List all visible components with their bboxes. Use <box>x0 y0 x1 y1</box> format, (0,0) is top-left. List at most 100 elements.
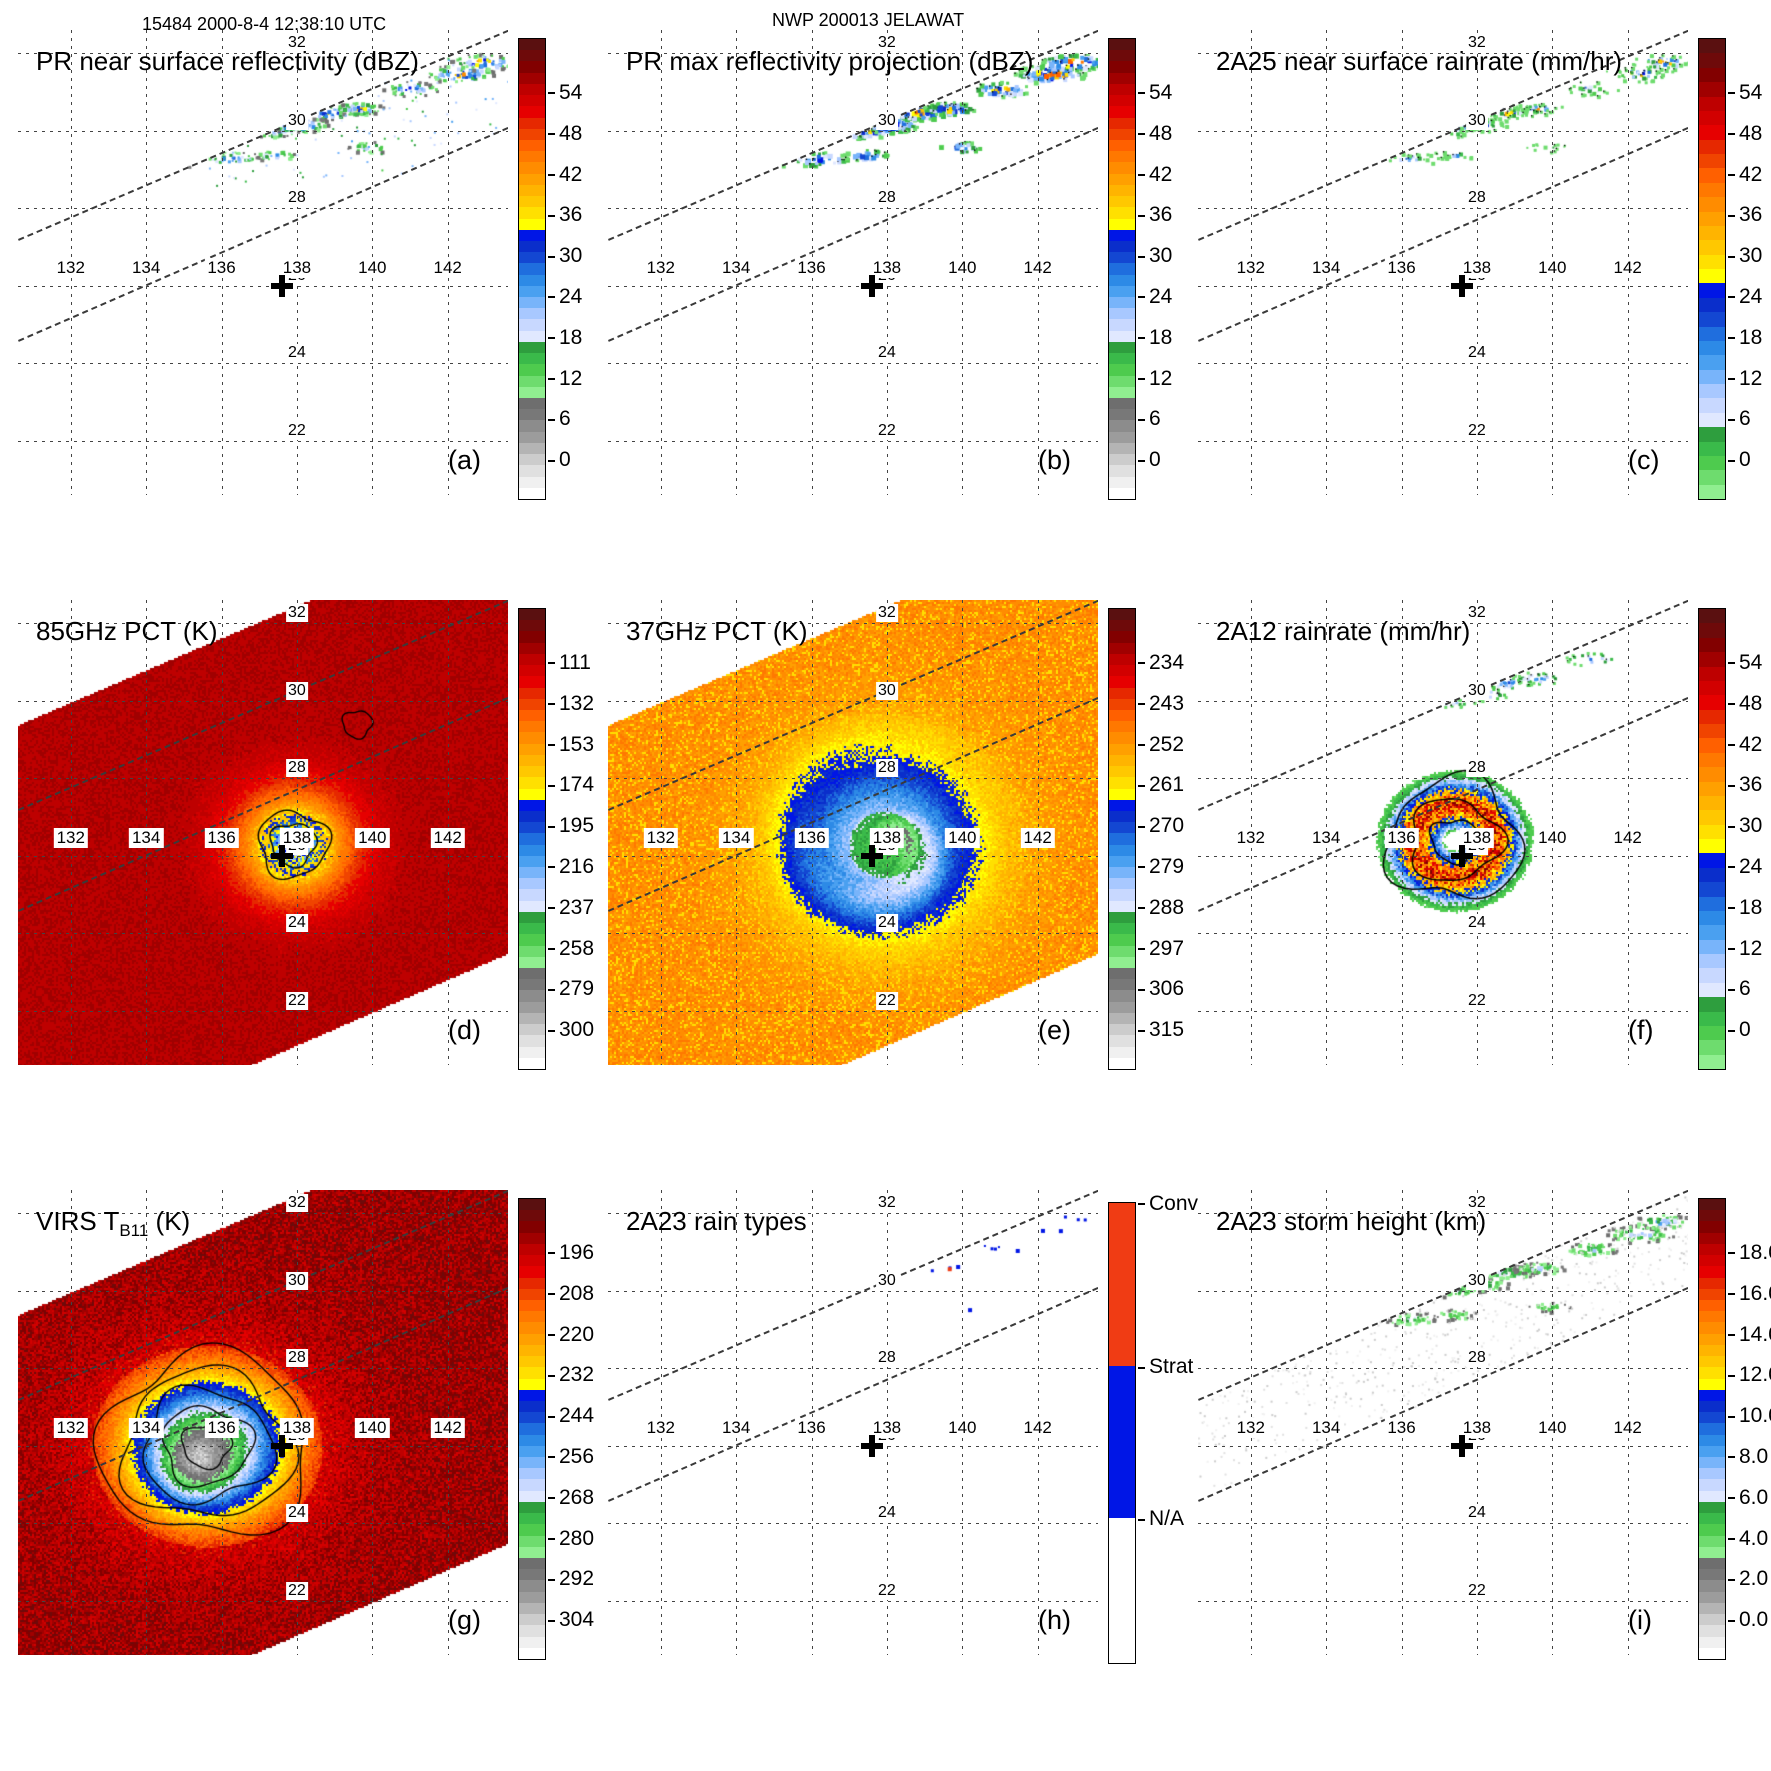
colorbar-tick-f-3: 36 <box>1728 773 1762 797</box>
colorbar-segment-10-e <box>1109 945 1135 957</box>
colorbar-segment-31-d <box>519 709 545 722</box>
colorbar-segment-26-d <box>519 766 545 778</box>
colorbar-segment-18-b <box>1109 285 1135 298</box>
map-a: 323028262422132134136138140142 <box>18 30 508 495</box>
colorbar-segment-29-f <box>1699 637 1725 653</box>
colorbar-segment-5-b <box>1109 431 1135 443</box>
colorbar-tick-e-4: 270 <box>1138 814 1184 838</box>
colorbar-segment-18-f <box>1699 795 1725 811</box>
colorbar-segment-14-a <box>519 330 545 342</box>
colorbar-segment-10-d <box>519 945 545 957</box>
colorbar-tick-i-3: 12.0 <box>1728 1363 1771 1387</box>
colorbar-segment-1-g <box>519 1636 545 1648</box>
panel-b: 323028262422132134136138140142PR max ref… <box>608 30 1298 500</box>
map-i: 323028262422132134136138140142 <box>1198 1190 1688 1655</box>
colorbar-segment-30-i <box>1699 1311 1725 1323</box>
colorbar-tick-d-6: 237 <box>548 896 594 920</box>
colorbar-segment-35-d <box>519 665 545 677</box>
figure-header-left: 15484 2000-8-4 12:38:10 UTC <box>142 14 387 34</box>
lon-tick-138-a: 138 <box>279 257 315 278</box>
colorbar-segment-7-e <box>1109 979 1135 991</box>
lon-tick-140-g: 140 <box>355 1417 390 1438</box>
colorbar-segment-40-i <box>1699 1199 1725 1211</box>
colorbar-segment-30-c <box>1699 53 1725 68</box>
lat-tick-24-h: 24 <box>876 1504 898 1523</box>
colorbar-segment-0-c <box>1699 484 1725 499</box>
panel-label-e: (e) <box>1038 1015 1071 1045</box>
panel-label-h: (h) <box>1038 1605 1071 1635</box>
colorbar-segment-16-i <box>1699 1468 1725 1480</box>
colorbar-segment-15-b <box>1109 319 1135 331</box>
colorbar-segment-8-g <box>519 1558 545 1570</box>
colorbar-segment-26-g <box>519 1356 545 1368</box>
colorbar-segment-30-f <box>1699 623 1725 638</box>
colorbar-tick-c-8: 6 <box>1728 407 1751 431</box>
lat-tick-32-d: 32 <box>286 604 308 623</box>
lon-tick-136-a: 136 <box>204 257 239 278</box>
panel-f: 3230282624221321341361381401422A12 rainr… <box>1198 600 1771 1070</box>
lat-tick-32-h: 32 <box>876 1194 898 1213</box>
colorbar-segment-12-g <box>519 1513 545 1525</box>
panel-a: 323028262422132134136138140142PR near su… <box>18 30 708 500</box>
lat-tick-32-b: 32 <box>876 34 898 53</box>
colorbar-segment-28-g <box>519 1333 545 1345</box>
colorbar-segment-0-i <box>1699 1647 1725 1659</box>
colorbar-segment-10-a <box>519 375 545 387</box>
colorbar-segment-15-d <box>519 889 545 901</box>
colorbar-tick-e-9: 315 <box>1138 1018 1184 1042</box>
colorbar-segment-8-d <box>519 968 545 980</box>
colorbar-tick-g-6: 268 <box>548 1486 594 1510</box>
colorbar-segment-16-e <box>1109 878 1135 890</box>
colorbar-segment-25-e <box>1109 777 1135 789</box>
colorbar-segment-32-d <box>519 698 545 710</box>
lon-tick-132-c: 132 <box>1233 257 1268 278</box>
colorbar-tick-a-6: 18 <box>548 326 582 350</box>
colorbar-segment-23-g <box>519 1389 545 1401</box>
colorbar-segment-2-d <box>519 1035 545 1047</box>
lon-tick-140-f: 140 <box>1535 827 1570 848</box>
colorbar-tick-i-2: 14.0 <box>1728 1323 1771 1347</box>
colorbar-segment-29-g <box>519 1322 545 1334</box>
lon-tick-136-d: 136 <box>204 827 239 848</box>
colorbar-segment-5-e <box>1109 1001 1135 1013</box>
colorbar-segment-1-a <box>519 476 545 488</box>
colorbar-tick-c-1: 48 <box>1728 122 1762 146</box>
colorbar-segment-6-e <box>1109 990 1135 1002</box>
colorbar-tick-a-4: 30 <box>548 244 582 268</box>
colorbar-tick-b-5: 24 <box>1138 285 1172 309</box>
colorbar-segment-14-g <box>519 1490 545 1502</box>
colorbar-segment-13-a <box>519 341 545 354</box>
colorbar-segment-20-c <box>1699 197 1725 212</box>
colorbar-tick-f-2: 42 <box>1728 733 1762 757</box>
lon-tick-140-c: 140 <box>1535 257 1570 278</box>
data-layer-h <box>608 1190 1098 1655</box>
colorbar-segment-38-b <box>1109 61 1135 73</box>
colorbar-segment-37-b <box>1109 72 1135 84</box>
colorbar-tick-f-9: 0 <box>1728 1018 1751 1042</box>
colorbar-segment-19-g <box>519 1434 545 1446</box>
colorbar-segment-39-a <box>519 50 545 62</box>
map-g: 323028262422132134136138140142 <box>18 1190 508 1655</box>
colorbar-tick-g-4: 244 <box>548 1404 594 1428</box>
colorbar-segment-11-i <box>1699 1524 1725 1536</box>
panel-title-h: 2A23 rain types <box>626 1206 807 1236</box>
storm-center-marker-e <box>860 844 883 867</box>
lat-tick-22-e: 22 <box>876 991 898 1010</box>
colorbar-tick-a-2: 42 <box>548 163 582 187</box>
lon-tick-142-a: 142 <box>430 257 465 278</box>
lat-tick-30-b: 30 <box>876 111 898 130</box>
colorbar-c <box>1698 38 1726 500</box>
lat-tick-28-a: 28 <box>286 189 308 208</box>
lon-tick-138-c: 138 <box>1459 257 1495 278</box>
colorbar-segment-21-g <box>519 1412 545 1424</box>
lon-tick-134-e: 134 <box>718 827 754 848</box>
colorbar-tick-h-0: Conv <box>1138 1192 1198 1216</box>
colorbar-segment-4-i <box>1699 1602 1725 1615</box>
lon-tick-136-f: 136 <box>1384 827 1419 848</box>
colorbar-segment-3-g <box>519 1614 545 1626</box>
colorbar-tick-b-6: 18 <box>1138 326 1172 350</box>
colorbar-segment-35-e <box>1109 665 1135 677</box>
colorbar-tick-b-2: 42 <box>1138 163 1172 187</box>
storm-center-marker-f <box>1450 844 1473 867</box>
colorbar-segment-20-g <box>519 1423 545 1435</box>
